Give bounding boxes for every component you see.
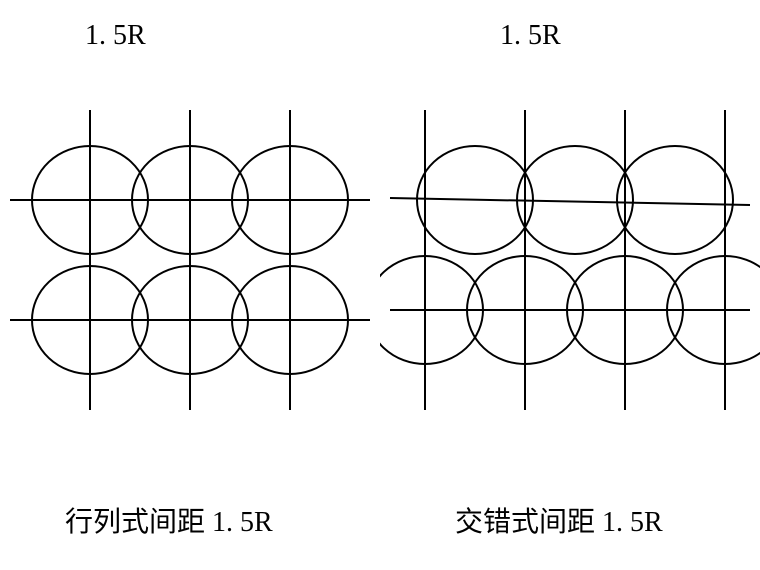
diagram-staggered	[380, 0, 760, 570]
diagram-grid-aligned	[0, 0, 380, 570]
top-label-right: 1. 5R	[500, 20, 561, 52]
bottom-caption-right: 交错式间距 1. 5R	[455, 500, 663, 540]
figure-canvas: 1. 5R 行列式间距 1. 5R 1. 5R 交错式间距 1. 5R	[0, 0, 760, 570]
circle	[617, 146, 733, 254]
panel-staggered: 1. 5R 交错式间距 1. 5R	[380, 0, 760, 570]
top-label-left: 1. 5R	[85, 20, 146, 52]
bottom-caption-left: 行列式间距 1. 5R	[65, 500, 273, 540]
panel-grid-aligned: 1. 5R 行列式间距 1. 5R	[0, 0, 380, 570]
grid-line-horizontal	[390, 198, 750, 205]
